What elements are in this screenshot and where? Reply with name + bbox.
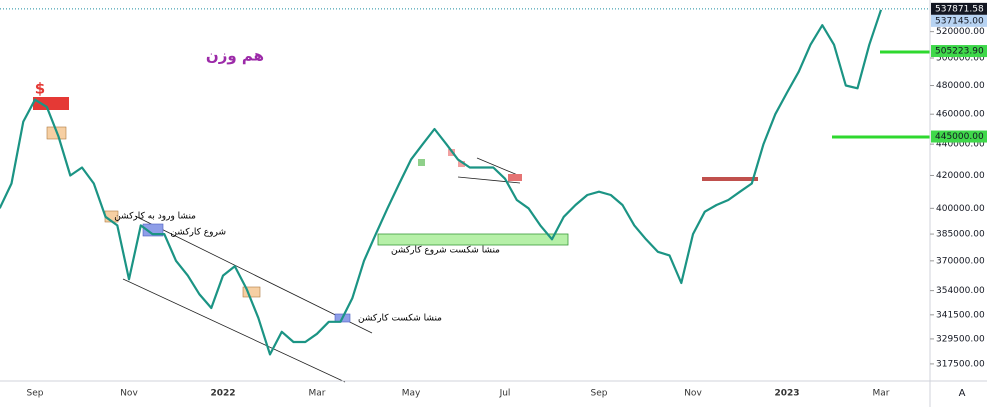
price-tag-label: 537871.58 [935, 4, 984, 14]
x-tick-label: Mar [873, 389, 890, 399]
x-tick-label: 2023 [774, 389, 799, 399]
zone-pink [458, 161, 465, 167]
annotation: منشا شکست کارکشن [358, 314, 442, 324]
y-tick-label: 520000.00 [936, 27, 985, 37]
price-tag-label: 445000.00 [935, 132, 984, 142]
level-bar [702, 177, 758, 181]
x-tick-label: Sep [591, 389, 608, 399]
y-tick-label: 341500.00 [936, 310, 985, 320]
y-tick-label: 400000.00 [936, 204, 985, 214]
y-tick-label: 460000.00 [936, 110, 985, 120]
y-tick-label: 370000.00 [936, 256, 985, 266]
annotation: شروع کارکشن [170, 228, 226, 238]
zone-red [33, 97, 69, 110]
price-tag [931, 45, 987, 58]
x-tick-label: Nov [120, 389, 138, 399]
channel-lower [122, 278, 346, 383]
y-tick-label: 440000.00 [936, 140, 985, 150]
triangle-lower [457, 176, 521, 184]
y-tick-label: 385000.00 [936, 230, 985, 240]
annotation: منشا ورود به کارکشن [114, 212, 196, 222]
x-tick-label: Mar [309, 389, 326, 399]
corner-label: A [959, 388, 966, 399]
zone-tan [242, 286, 261, 298]
y-tick-label: 500000.00 [936, 54, 985, 64]
y-tick-label: 329500.00 [936, 334, 985, 344]
price-tag-label: 505223.90 [935, 47, 984, 57]
annotation: $ [35, 80, 45, 98]
price-tag [931, 14, 987, 27]
x-tick-label: Sep [27, 389, 44, 399]
x-tick-label: Nov [684, 389, 702, 399]
annotation: منشا شکست شروع کارکشن [391, 246, 500, 256]
zone-green [377, 233, 569, 246]
annotation: هم وزن [206, 47, 264, 65]
triangle-upper [476, 157, 521, 177]
y-tick-label: 420000.00 [936, 171, 985, 181]
x-tick-label: 2022 [210, 389, 235, 399]
channel-upper [134, 215, 373, 334]
y-tick-label: 317500.00 [936, 359, 985, 369]
y-tick-label: 480000.00 [936, 81, 985, 91]
price-tag [931, 2, 987, 15]
price-line [0, 9, 883, 356]
x-tick-label: Jul [499, 389, 511, 399]
zone-green-small [418, 159, 425, 166]
x-tick-label: May [402, 389, 421, 399]
y-tick-label: 354000.00 [936, 286, 985, 296]
price-tag-label: 537145.00 [935, 16, 984, 26]
price-tag [931, 130, 987, 143]
zone-red [508, 174, 522, 181]
